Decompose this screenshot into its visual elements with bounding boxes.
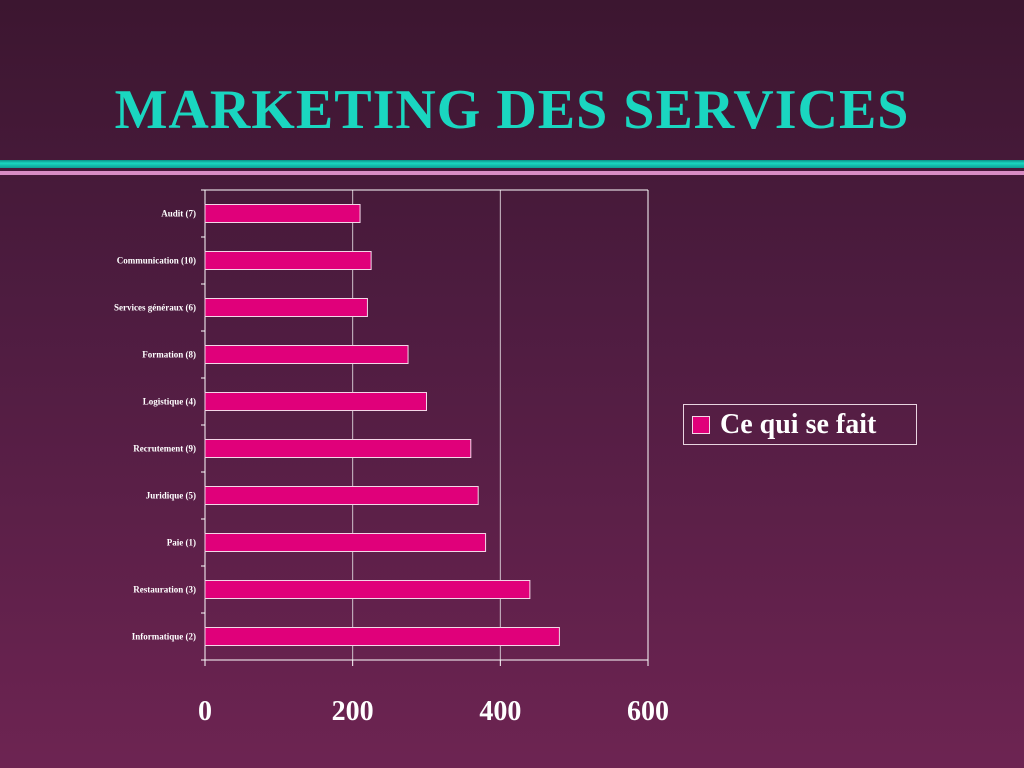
category-label: Services généraux (6)	[114, 303, 196, 313]
chart-bars	[204, 204, 560, 646]
bar	[204, 204, 361, 223]
legend-label: Ce qui se fait	[720, 408, 877, 440]
chart-legend: Ce qui se fait	[683, 404, 917, 445]
x-tick-label: 600	[627, 696, 669, 727]
category-label: Communication (10)	[117, 256, 196, 266]
bar	[204, 627, 560, 646]
slide-title: MARKETING DES SERVICES	[114, 79, 910, 141]
category-label: Restauration (3)	[133, 585, 196, 595]
legend-swatch	[692, 415, 710, 434]
category-label: Logistique (4)	[143, 397, 196, 407]
bar	[204, 298, 368, 317]
x-axis-ticks: 0 200 400 600	[198, 660, 669, 727]
bar	[204, 251, 372, 270]
category-label: Juridique (5)	[146, 491, 196, 501]
x-tick-label: 400	[479, 696, 521, 727]
category-label: Audit (7)	[161, 209, 196, 219]
bar	[204, 580, 531, 599]
bar	[204, 345, 409, 364]
title-underline-pink	[0, 171, 1024, 175]
x-tick-label: 0	[198, 696, 212, 727]
title-underline-teal	[0, 160, 1024, 168]
category-label: Recrutement (9)	[133, 444, 196, 454]
category-labels: Audit (7) Communication (10) Services géné…	[114, 209, 196, 642]
x-tick-label: 200	[332, 696, 374, 727]
bar	[204, 533, 487, 552]
category-label: Informatique (2)	[132, 632, 196, 642]
category-label: Paie (1)	[167, 538, 196, 548]
bar	[204, 439, 472, 458]
bar	[204, 486, 479, 505]
bar	[204, 392, 427, 411]
category-label: Formation (8)	[142, 350, 196, 360]
